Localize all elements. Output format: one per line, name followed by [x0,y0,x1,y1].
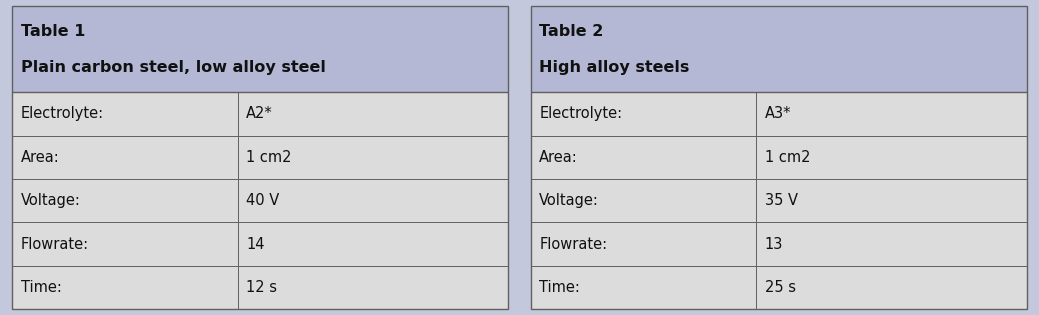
Text: Electrolyte:: Electrolyte: [539,106,622,121]
Text: Table 1: Table 1 [21,24,85,39]
Bar [12,136,508,179]
Bar [531,136,1027,179]
Text: Time:: Time: [539,280,580,295]
Text: 14: 14 [246,237,265,252]
Bar [531,222,1027,266]
Text: 35 V: 35 V [765,193,798,208]
Text: Area:: Area: [539,150,578,165]
Text: 13: 13 [765,237,783,252]
Bar [12,6,508,92]
Text: A3*: A3* [765,106,792,121]
Bar [531,179,1027,222]
Bar [12,266,508,309]
Bar [531,6,1027,309]
Text: Time:: Time: [21,280,61,295]
Text: 40 V: 40 V [246,193,279,208]
Bar [12,92,508,136]
Bar [531,92,1027,136]
Text: Flowrate:: Flowrate: [21,237,89,252]
Text: 1 cm2: 1 cm2 [246,150,292,165]
Text: Voltage:: Voltage: [539,193,600,208]
Bar [12,222,508,266]
Text: Plain carbon steel, low alloy steel: Plain carbon steel, low alloy steel [21,60,325,76]
Text: Area:: Area: [21,150,59,165]
Text: 12 s: 12 s [246,280,277,295]
Text: A2*: A2* [246,106,273,121]
Bar [12,179,508,222]
Text: 25 s: 25 s [765,280,796,295]
Bar [531,6,1027,92]
Bar [531,266,1027,309]
Text: 1 cm2: 1 cm2 [765,150,810,165]
Text: High alloy steels: High alloy steels [539,60,690,76]
Text: Table 2: Table 2 [539,24,604,39]
Bar [12,6,508,309]
Text: Voltage:: Voltage: [21,193,81,208]
Text: Flowrate:: Flowrate: [539,237,608,252]
Text: Electrolyte:: Electrolyte: [21,106,104,121]
